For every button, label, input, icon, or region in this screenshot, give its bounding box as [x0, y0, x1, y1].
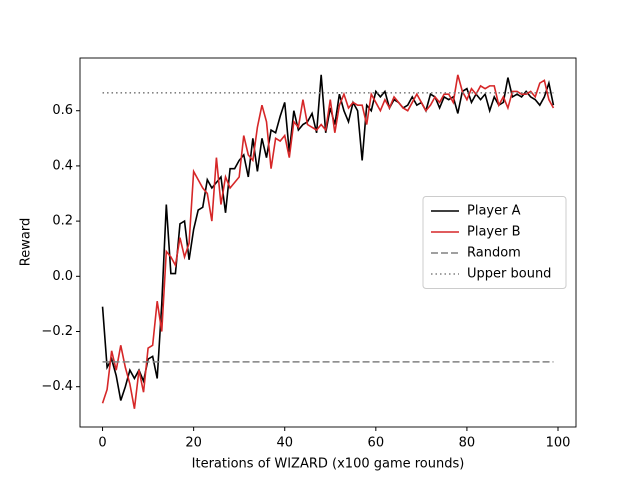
legend-label: Player A [467, 204, 521, 219]
y-tick-label: 0.4 [52, 158, 73, 173]
legend-label: Upper bound [467, 267, 551, 282]
series-line [101, 74, 555, 409]
x-tick-label: 60 [368, 436, 385, 451]
x-tick-label: 20 [185, 436, 202, 451]
y-tick-label: −0.4 [41, 379, 73, 394]
legend-label: Random [467, 246, 521, 261]
x-tick-label: 100 [546, 436, 571, 451]
y-tick-label: 0.2 [52, 214, 73, 229]
legend-label: Player B [467, 225, 521, 240]
y-tick-label: 0.6 [52, 103, 73, 118]
legend-box [422, 196, 567, 289]
plot-frame [79, 57, 577, 428]
y-tick-label: −0.2 [41, 324, 73, 339]
x-tick-label: 0 [98, 436, 106, 451]
x-tick-label: 40 [276, 436, 293, 451]
y-axis-label: Reward [19, 218, 34, 266]
x-axis-label: Iterations of WIZARD (x100 game rounds) [192, 457, 465, 472]
y-tick-label: 0.0 [52, 269, 73, 284]
x-tick-label: 80 [459, 436, 476, 451]
